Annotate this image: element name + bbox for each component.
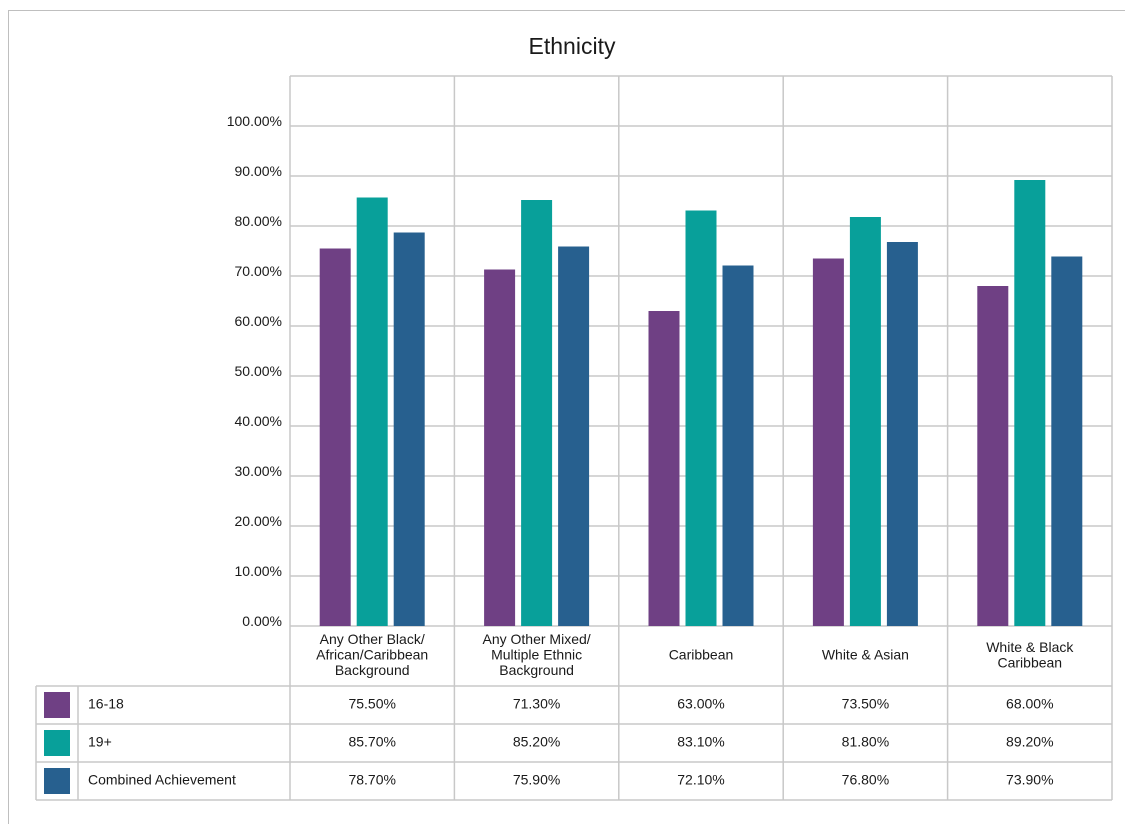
- data-label: 81.80%: [842, 734, 889, 750]
- category-label: Multiple Ethnic: [491, 647, 582, 663]
- legend-swatch: [44, 692, 70, 718]
- data-label: 73.90%: [1006, 772, 1053, 788]
- y-tick-label: 80.00%: [235, 213, 282, 229]
- data-label: 72.10%: [677, 772, 724, 788]
- bar: [558, 246, 590, 626]
- data-label: 85.20%: [513, 734, 560, 750]
- data-label: 83.10%: [677, 734, 724, 750]
- data-label: 71.30%: [513, 696, 560, 712]
- bar: [393, 232, 425, 626]
- bar: [977, 286, 1009, 626]
- bar: [812, 258, 844, 626]
- data-label: 85.70%: [348, 734, 395, 750]
- data-label: 76.80%: [842, 772, 889, 788]
- category-label: Any Other Black/: [320, 631, 425, 647]
- y-tick-label: 0.00%: [242, 613, 282, 629]
- y-tick-label: 100.00%: [227, 113, 282, 129]
- data-label: 89.20%: [1006, 734, 1053, 750]
- chart-title: Ethnicity: [529, 33, 616, 59]
- category-label: White & Black: [986, 639, 1074, 655]
- data-label: 75.50%: [348, 696, 395, 712]
- bar: [1014, 180, 1046, 626]
- category-label: Caribbean: [997, 654, 1062, 670]
- series-name: 16-18: [88, 696, 124, 712]
- category-label: Any Other Mixed/: [483, 631, 591, 647]
- y-tick-label: 20.00%: [235, 513, 282, 529]
- category-label: Background: [499, 662, 574, 678]
- bar: [356, 197, 388, 626]
- data-label: 63.00%: [677, 696, 724, 712]
- bar: [685, 210, 717, 626]
- bar: [319, 248, 351, 626]
- y-tick-label: 10.00%: [235, 563, 282, 579]
- category-label: Caribbean: [669, 647, 734, 663]
- series-name: Combined Achievement: [88, 772, 236, 788]
- legend-swatch: [44, 768, 70, 794]
- y-tick-label: 40.00%: [235, 413, 282, 429]
- legend-swatch: [44, 730, 70, 756]
- category-label: Background: [335, 662, 410, 678]
- bar: [648, 311, 680, 626]
- bar: [521, 200, 553, 626]
- y-tick-label: 30.00%: [235, 463, 282, 479]
- bar: [1051, 256, 1083, 626]
- data-label: 73.50%: [842, 696, 889, 712]
- data-label: 78.70%: [348, 772, 395, 788]
- category-label: African/Caribbean: [316, 647, 428, 663]
- data-table: 16-18 75.50% 71.30% 63.00% 73.50% 68.00% 19+ 85…: [35, 685, 1112, 801]
- bar: [722, 265, 754, 626]
- y-tick-label: 50.00%: [235, 363, 282, 379]
- plot-area: 0.00% 10.00% 20.00% 30.00% 40.00% 50.00% 60.00…: [227, 75, 1113, 800]
- bar: [849, 217, 881, 626]
- bar: [484, 269, 516, 626]
- bar: [886, 242, 918, 626]
- series-name: 19+: [88, 734, 112, 750]
- data-label: 68.00%: [1006, 696, 1053, 712]
- y-tick-label: 90.00%: [235, 163, 282, 179]
- y-tick-label: 60.00%: [235, 313, 282, 329]
- category-label: White & Asian: [822, 647, 909, 663]
- data-label: 75.90%: [513, 772, 560, 788]
- y-tick-label: 70.00%: [235, 263, 282, 279]
